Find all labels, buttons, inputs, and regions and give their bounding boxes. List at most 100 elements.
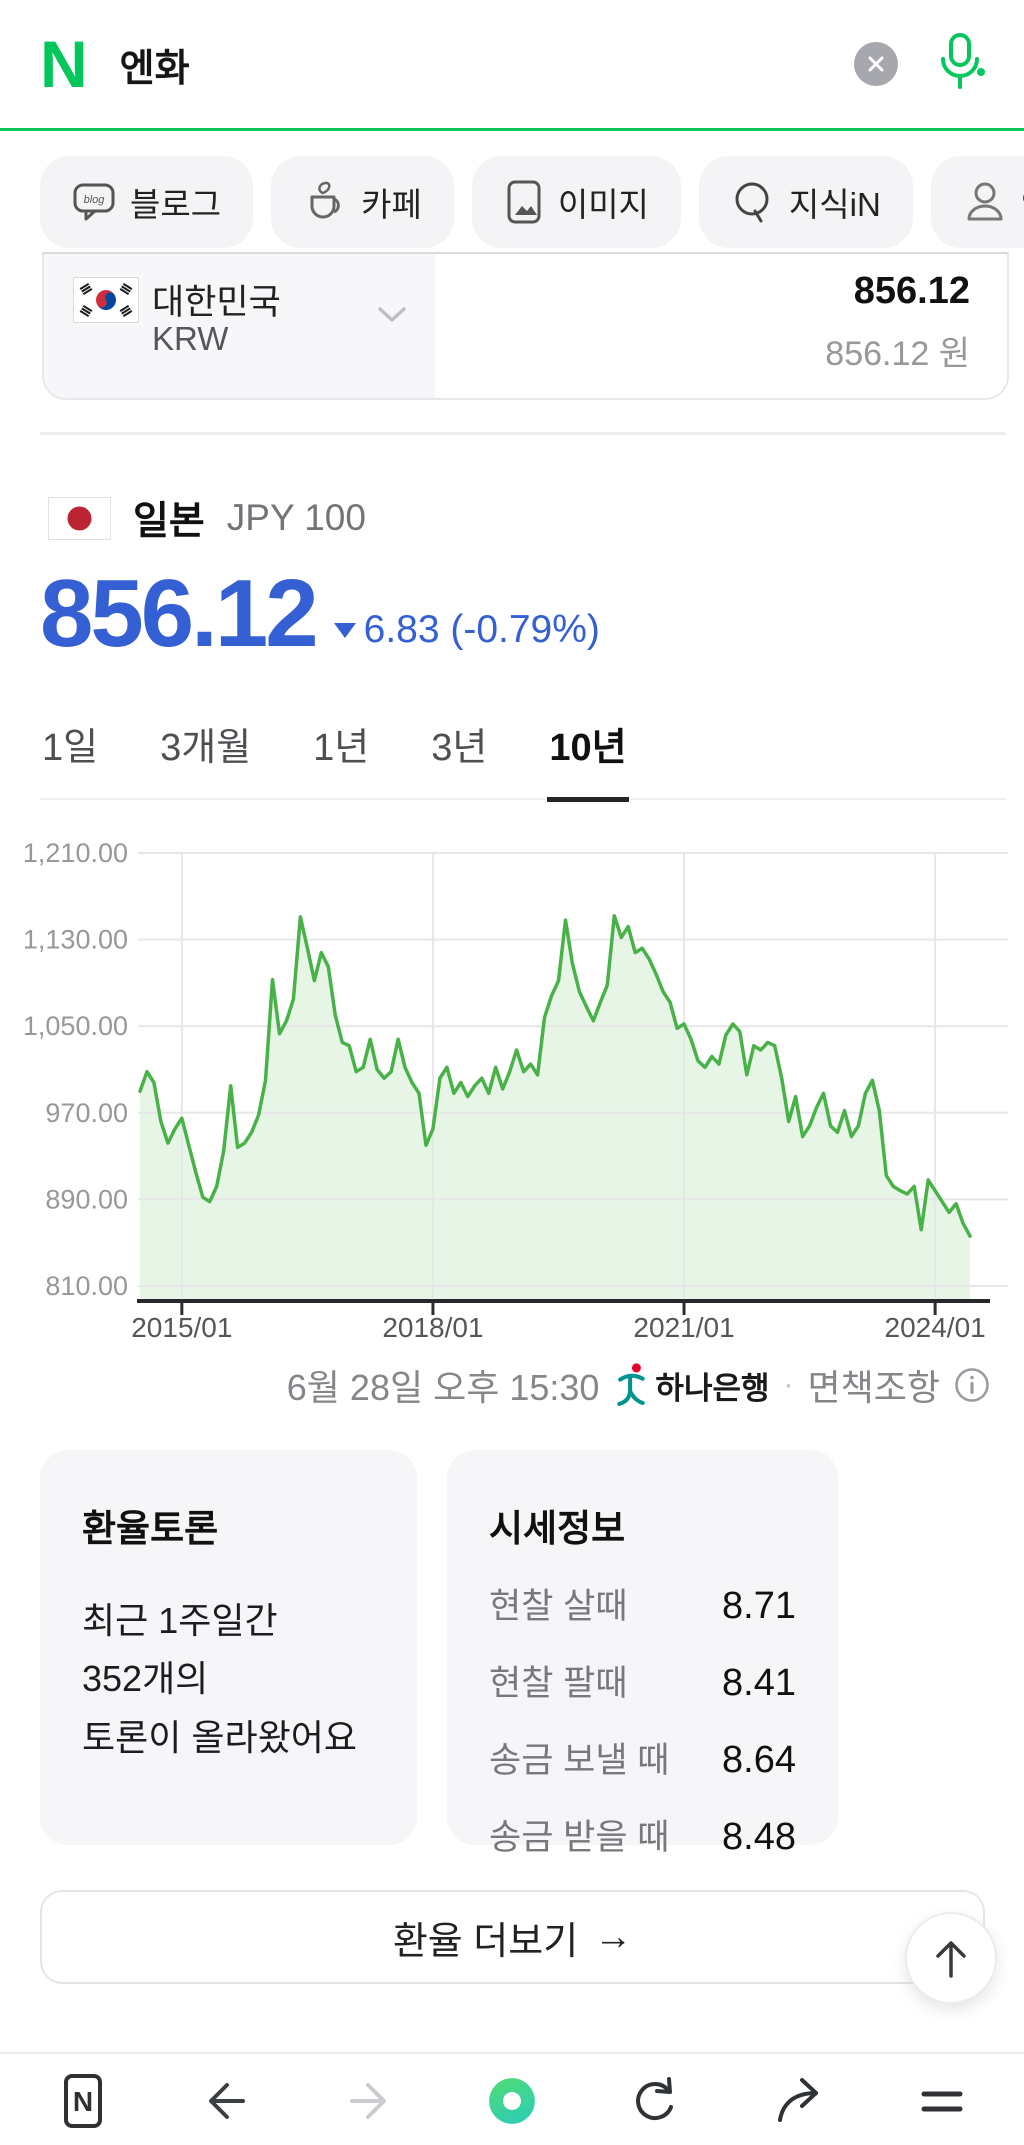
tab-1y[interactable]: 1년: [313, 727, 370, 769]
discussion-card[interactable]: 환율토론 최근 1주일간 352개의 토론이 올라왔어요: [40, 1450, 417, 1845]
quote-price: 856.12: [40, 560, 319, 667]
hana-bank-symbol-icon: [617, 1363, 646, 1406]
menu-icon: [921, 2091, 963, 2111]
clear-search-button[interactable]: [854, 42, 898, 86]
chip-label: 지식iN: [788, 186, 881, 223]
search-header: N 엔화: [0, 0, 1024, 131]
chip-kin[interactable]: 지식iN: [698, 156, 913, 248]
chip-label: 인플루언서: [1021, 178, 1024, 226]
converter-country: 대한민국: [152, 283, 281, 322]
chart-meta-row: 6월 28일 오후 15:30 하나은행 · 면책조항: [0, 1356, 990, 1414]
svg-text:970.00: 970.00: [45, 1098, 128, 1128]
quote-timestamp: 6월 28일 오후 15:30: [286, 1367, 600, 1408]
converter-currency-selector[interactable]: 대한민국 KRW: [44, 254, 435, 398]
refresh-button[interactable]: [624, 2070, 686, 2132]
converter-code: KRW: [152, 320, 229, 357]
svg-text:2024/01: 2024/01: [885, 1312, 986, 1343]
picture-icon: [507, 180, 541, 224]
forward-arrow-icon: [350, 2082, 386, 2119]
coffee-cup-icon: [310, 181, 340, 219]
chip-blog[interactable]: blog 블로그: [40, 156, 254, 248]
chip-influencer[interactable]: 인플루언서: [930, 156, 1024, 248]
discussion-line: 352개의: [82, 1658, 209, 1700]
svg-text:1,050.00: 1,050.00: [23, 1011, 128, 1041]
korea-flag-icon: [73, 277, 139, 323]
quote-country: 일본: [133, 500, 205, 543]
blog-bubble-icon: blog: [73, 183, 115, 221]
share-button[interactable]: [767, 2070, 829, 2132]
tab-10y[interactable]: 10년: [547, 712, 629, 802]
more-button-label: 환율 더보기: [392, 1920, 579, 1963]
discussion-line: 토론이 올라왔어요: [82, 1716, 357, 1758]
divider: [40, 432, 1006, 435]
exchange-more-button[interactable]: 환율 더보기 →: [40, 1890, 985, 1984]
quote-info-card: 시세정보 현찰 살때 8.71 현찰 팔때 8.41 송금 보낼 때 8.64 …: [447, 1450, 838, 1858]
naver-home-icon: N: [64, 2073, 102, 2128]
scroll-to-top-button[interactable]: [905, 1912, 997, 2004]
svg-text:890.00: 890.00: [45, 1184, 128, 1214]
converter-value: 856.12: [853, 270, 970, 312]
greendot-button[interactable]: [481, 2070, 543, 2132]
person-icon: [967, 182, 1003, 221]
chevron-down-icon[interactable]: [377, 306, 407, 329]
naver-home-button[interactable]: N: [52, 2070, 114, 2132]
voice-search-button[interactable]: [932, 31, 988, 98]
tab-3y[interactable]: 3년: [431, 727, 488, 769]
svg-text:blog: blog: [84, 194, 106, 206]
quote-info-row: 현찰 살때 8.71: [489, 1585, 796, 1627]
greendot-icon: [489, 2077, 535, 2124]
back-arrow-icon: [209, 2082, 245, 2119]
search-filter-chips: blog 블로그 카페 이미지 지식iN: [0, 156, 1024, 252]
converter-result[interactable]: 856.12 856.12 원: [435, 254, 1007, 398]
currency-converter-card: 대한민국 KRW 856.12 856.12 원: [42, 252, 1009, 400]
quote-change: 6.83 (-0.79%): [333, 608, 600, 652]
quote-info-row: 현찰 팔때 8.41: [489, 1662, 796, 1704]
svg-text:2015/01: 2015/01: [131, 1312, 232, 1343]
microphone-icon: [941, 32, 985, 89]
discussion-body: 최근 1주일간 352개의 토론이 올라왔어요: [82, 1592, 375, 1767]
refresh-icon: [636, 2076, 673, 2120]
svg-text:1,210.00: 1,210.00: [23, 843, 128, 868]
disclaimer-link[interactable]: 면책조항: [807, 1367, 940, 1408]
magnifier-q-icon: [735, 182, 769, 223]
discussion-title: 환율토론: [82, 1508, 219, 1549]
tab-3m[interactable]: 3개월: [160, 727, 252, 769]
exchange-rate-chart[interactable]: 1,210.00 1,130.00 1,050.00 970.00 890.00 810.…: [0, 838, 1024, 1343]
arrow-right-icon: →: [594, 1915, 633, 1958]
naver-logo[interactable]: N: [40, 27, 88, 101]
share-icon: [778, 2077, 818, 2122]
svg-text:1,130.00: 1,130.00: [23, 925, 128, 955]
tab-1d[interactable]: 1일: [42, 727, 99, 769]
period-tabs: 1일 3개월 1년 3년 10년: [40, 712, 1006, 802]
info-icon[interactable]: [954, 1367, 990, 1403]
converter-value-sub: 856.12 원: [825, 335, 970, 373]
quote-price-row: 856.12 6.83 (-0.79%): [40, 566, 600, 662]
japan-flag-icon: [48, 496, 111, 540]
back-button[interactable]: [195, 2070, 257, 2132]
chip-label: 카페: [361, 186, 422, 223]
arrow-down-icon: [333, 622, 356, 638]
svg-text:N: N: [73, 2086, 93, 2117]
quote-header: 일본 JPY 100: [48, 490, 366, 546]
chip-image[interactable]: 이미지: [471, 156, 681, 248]
arrow-up-icon: [936, 1941, 966, 1978]
chip-cafe[interactable]: 카페: [271, 156, 454, 248]
chip-label: 블로그: [130, 186, 222, 223]
discussion-line: 최근 1주일간: [82, 1600, 278, 1641]
source-bank-name: 하나은행: [655, 1370, 770, 1406]
browser-navbar: N: [0, 2052, 1024, 2145]
chip-label: 이미지: [557, 186, 649, 223]
quote-info-title: 시세정보: [489, 1508, 626, 1549]
close-icon: [868, 56, 884, 72]
quote-info-row: 송금 받을 때 8.48: [489, 1816, 796, 1858]
dot-separator: ·: [783, 1368, 794, 1401]
hana-bank-logo: 하나은행: [613, 1361, 770, 1409]
svg-text:2018/01: 2018/01: [382, 1312, 483, 1343]
search-input[interactable]: 엔화: [119, 47, 190, 90]
svg-text:810.00: 810.00: [45, 1271, 128, 1301]
menu-button[interactable]: [910, 2070, 972, 2132]
forward-button[interactable]: [338, 2070, 400, 2132]
svg-text:2021/01: 2021/01: [633, 1312, 734, 1343]
quote-info-row: 송금 보낼 때 8.64: [489, 1739, 796, 1781]
